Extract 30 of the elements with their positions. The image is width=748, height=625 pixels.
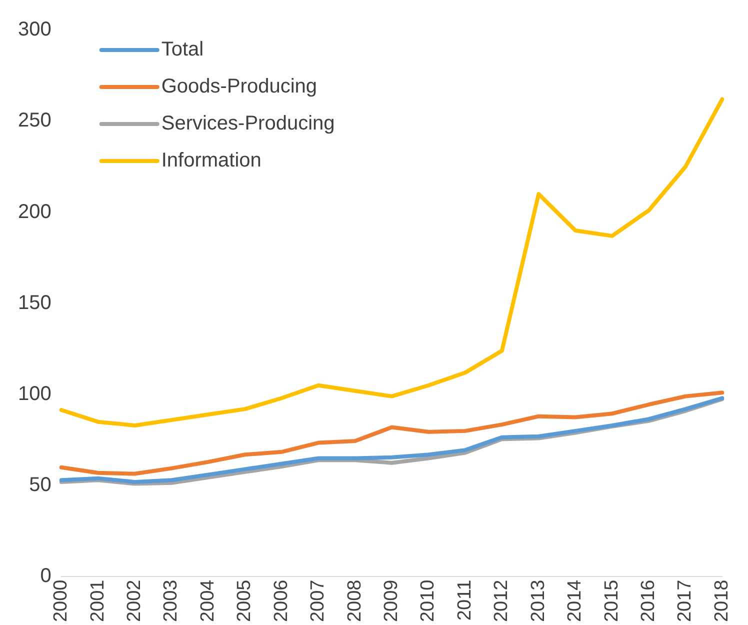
x-tick-label: 2000 <box>50 580 72 622</box>
x-tick-label: 2007 <box>308 580 329 622</box>
x-tick-label: 2004 <box>197 579 218 622</box>
y-tick-label: 100 <box>18 383 52 406</box>
x-tick-label: 2005 <box>234 580 256 622</box>
x-tick-label: 2012 <box>491 580 512 622</box>
x-tick-label: 2011 <box>454 580 476 621</box>
x-tick-label: 2018 <box>711 580 732 622</box>
y-tick-label: 200 <box>18 200 52 223</box>
x-tick-label: 2014 <box>564 579 586 622</box>
x-tick-label: 2008 <box>344 580 366 622</box>
legend-label: Services-Producing <box>161 112 335 135</box>
x-tick-label: 2003 <box>160 580 182 622</box>
x-tick-label: 2002 <box>124 580 146 622</box>
y-tick-label: 150 <box>18 292 52 314</box>
y-tick-label: 0 <box>40 565 52 588</box>
legend-label: Total <box>161 38 204 61</box>
x-tick-label: 2017 <box>674 580 696 622</box>
y-tick-label: 250 <box>18 110 52 132</box>
x-tick-label: 2006 <box>270 580 292 622</box>
legend-label: Goods-Producing <box>161 76 318 98</box>
y-tick-label: 50 <box>29 474 52 496</box>
x-tick-label: 2009 <box>381 580 402 622</box>
x-tick-label: 2010 <box>418 580 439 622</box>
legend-label: Information <box>161 150 262 172</box>
x-tick-label: 2013 <box>528 580 549 622</box>
y-tick-label: 300 <box>18 18 52 41</box>
x-tick-label: 2001 <box>87 580 108 622</box>
x-tick-label: 2016 <box>638 580 660 622</box>
x-tick-label: 2015 <box>601 580 622 622</box>
